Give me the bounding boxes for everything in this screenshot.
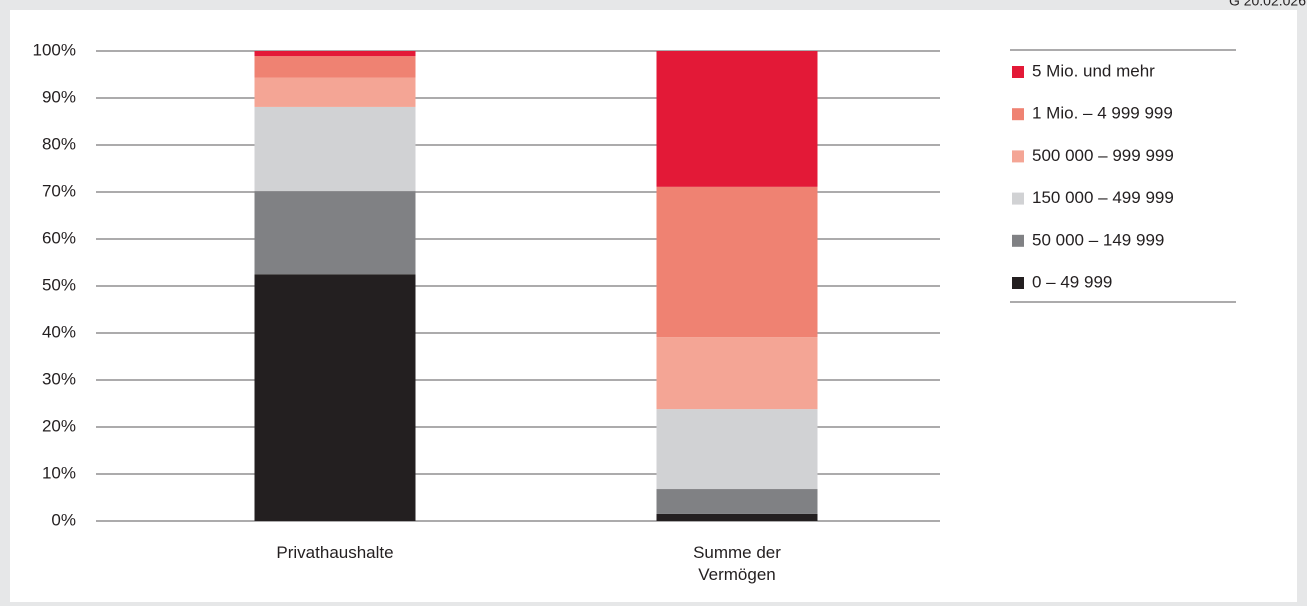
legend-label: 50 000 – 149 999 [1032, 230, 1164, 249]
legend-label: 0 – 49 999 [1032, 272, 1112, 291]
y-tick-label: 50% [42, 275, 76, 294]
bar-segment [254, 56, 416, 78]
legend-swatch [1012, 108, 1024, 121]
x-tick-label: Privathaushalte [276, 543, 394, 562]
x-tick-label: Summe der Vermögen [693, 543, 781, 584]
legend-label: 150 000 – 499 999 [1032, 188, 1174, 207]
legend-swatch [1012, 192, 1024, 205]
bar-segment [656, 186, 818, 338]
bar-segment [656, 51, 818, 187]
bar-segment [656, 409, 818, 490]
legend-swatch [1012, 150, 1024, 163]
legend-swatch [1012, 277, 1024, 289]
y-tick-label: 80% [42, 134, 76, 153]
legend-label: 1 Mio. – 4 999 999 [1032, 104, 1173, 123]
bar-segment [254, 106, 416, 192]
y-tick-label: 30% [42, 369, 76, 388]
y-tick-label: 60% [42, 228, 76, 247]
legend-swatch [1012, 66, 1024, 78]
y-tick-label: 90% [42, 87, 76, 106]
y-tick-label: 40% [42, 322, 76, 341]
bar-segment [254, 274, 416, 521]
y-tick-label: 10% [42, 463, 76, 482]
chart-code: G 20.02.026 [1229, 0, 1306, 9]
y-tick-label: 70% [42, 181, 76, 200]
bar-segment [656, 489, 818, 514]
y-tick-label: 100% [33, 40, 76, 59]
panel [10, 10, 1297, 602]
y-tick-label: 20% [42, 416, 76, 435]
legend-swatch [1012, 234, 1024, 247]
bar-segment [656, 513, 818, 521]
y-tick-label: 0% [51, 510, 76, 529]
bar-segment [254, 191, 416, 275]
bar-segment [254, 77, 416, 107]
legend-label: 5 Mio. und mehr [1032, 61, 1155, 80]
bar-segment [656, 337, 818, 410]
bar-segment [254, 51, 416, 57]
legend-label: 500 000 – 999 999 [1032, 146, 1174, 165]
